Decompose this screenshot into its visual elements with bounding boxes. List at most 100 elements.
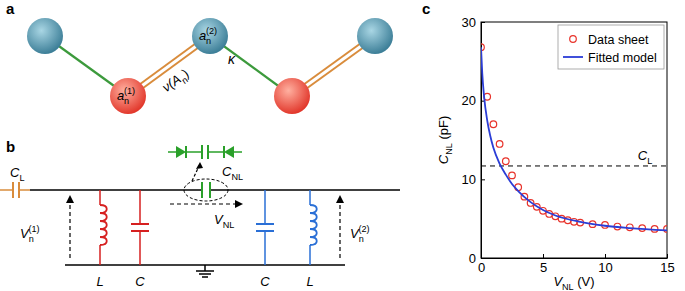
inductor [309, 190, 311, 205]
x-tick-label: 5 [540, 260, 547, 275]
coupling-label: ν(An) [159, 66, 193, 97]
x-axis-line [482, 258, 668, 259]
site-b [192, 18, 228, 54]
component-label: L [306, 274, 313, 289]
panel-a: a an(1) an(2) κ ν(An) [6, 0, 393, 114]
wire [210, 189, 400, 191]
figure: aan(1)an(2)κν(An)bCLCNLVNLVn(1)Vn(2)LCCL… [0, 0, 685, 291]
component-label-sub: NL [223, 220, 235, 230]
capacitor-cl [19, 189, 30, 191]
panel-c: c0510150102030VNL (V)CNL (pF)CLData shee… [422, 0, 675, 291]
y-tick: 30 [462, 15, 485, 30]
ground [199, 273, 211, 275]
data-point [509, 172, 516, 179]
site-label: an(2) [199, 26, 217, 46]
voltage-arrow [69, 202, 70, 258]
legend: Data sheet Fitted model [558, 25, 664, 69]
component-label-sup: (1) [29, 224, 40, 234]
x-axis-title-suffix: (V) [574, 274, 595, 289]
component-label: C [135, 274, 145, 289]
component-label: Vn(1) [20, 224, 40, 244]
panel-label: b [6, 138, 15, 155]
varactor [176, 146, 186, 158]
y-tick-label: 30 [462, 15, 476, 30]
component-label: Vn(2) [350, 224, 370, 244]
x-tick: 15 [660, 254, 674, 275]
x-tick-mark [667, 254, 668, 258]
component-label-sub: n [359, 234, 364, 244]
wire [30, 189, 202, 191]
component-label: C [260, 274, 270, 289]
capacitor-cl [0, 189, 13, 191]
panel-b: bCLCNLVNLVn(1)Vn(2)LCCL [0, 138, 400, 289]
y-tick-label: 20 [462, 93, 476, 108]
x-tick: 10 [598, 254, 612, 275]
component-label: VNL [214, 212, 234, 230]
capacitor [139, 231, 141, 265]
y-tick-label: 10 [462, 172, 476, 187]
fit-line [481, 47, 667, 230]
voltage-arrow-head [66, 195, 74, 203]
y-axis-title: CNL (pF) [436, 116, 454, 164]
site-label: an(1) [117, 86, 135, 106]
coupling-label: κ [228, 51, 236, 67]
x-axis-title-sub: NL [562, 282, 574, 291]
reference-line [481, 165, 667, 166]
capacitor-cnl [209, 182, 211, 198]
legend-swatch [570, 36, 577, 43]
site-label-sub: n [206, 36, 211, 46]
site-a [274, 78, 310, 114]
varactor [168, 151, 176, 153]
ground [204, 265, 206, 271]
x-axis-title: VNL (V) [553, 274, 594, 291]
voltage-arrow [170, 203, 236, 204]
x-axis: 0 5 10 15 [478, 254, 675, 275]
component-label-sub: L [19, 173, 24, 183]
varactor [201, 145, 203, 159]
y-tick: 10 [462, 172, 485, 187]
coupling-label-suffix: ) [179, 66, 191, 81]
site-label-sup: (2) [206, 26, 217, 36]
component-label: CL [10, 165, 24, 183]
panel-label: c [422, 0, 430, 17]
reference-label-sub: L [647, 156, 652, 166]
y-tick: 20 [462, 93, 485, 108]
panel-label: a [6, 0, 15, 17]
component-label-sup: (2) [359, 224, 370, 234]
y-axis-title-sub: NL [444, 143, 454, 155]
ground [196, 270, 214, 272]
site-label-sup: (1) [124, 86, 135, 96]
capacitor-cnl [201, 182, 203, 198]
varactor [208, 151, 224, 153]
x-tick-label: 10 [598, 260, 612, 275]
plot-frame [481, 22, 667, 258]
capacitor [256, 223, 274, 225]
inductor [99, 245, 101, 265]
voltage-arrow [339, 202, 340, 258]
x-tick-mark [543, 254, 544, 258]
x-tick-label: 0 [478, 260, 485, 275]
component-label-sub: NL [231, 172, 243, 182]
voltage-arrow-head [336, 195, 344, 203]
capacitor [131, 223, 149, 225]
coupling-label-base: κ [228, 51, 236, 67]
inductor [310, 205, 317, 245]
varactor [224, 146, 234, 158]
x-tick-mark [605, 254, 606, 258]
inductor [99, 190, 101, 205]
component-label-sub: n [29, 234, 34, 244]
legend-label: Data sheet [588, 33, 649, 47]
voltage-arrow-head [235, 200, 243, 208]
ground [202, 276, 208, 278]
y-axis-title-group: CNL (pF) [436, 116, 454, 164]
y-tick-label: 0 [469, 251, 476, 266]
capacitor [139, 190, 141, 224]
legend-swatch [563, 56, 583, 58]
y-axis-title-suffix: (pF) [436, 116, 451, 143]
legend-label: Fitted model [588, 51, 657, 65]
x-tick: 5 [540, 254, 547, 275]
site-b [357, 18, 393, 54]
data-point [503, 158, 510, 165]
pointer-head [196, 162, 203, 169]
y-tick-mark [481, 22, 485, 23]
